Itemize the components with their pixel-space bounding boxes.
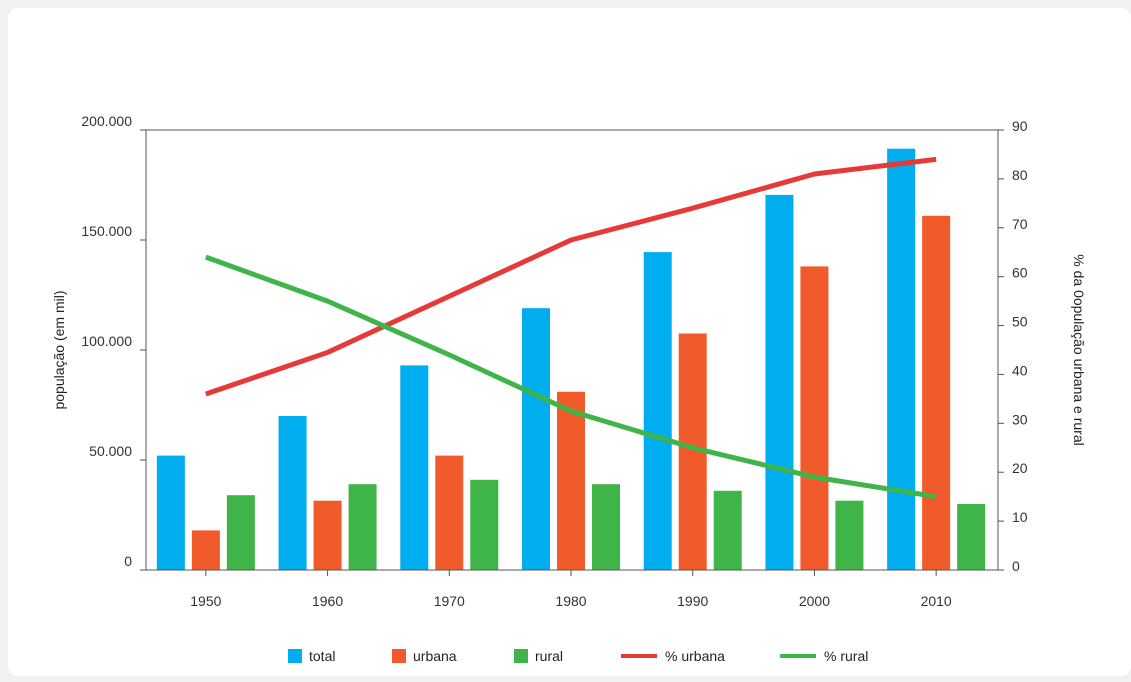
bar-total-2000: [765, 194, 794, 570]
bar-total-1990: [643, 252, 672, 570]
y-tick-label: 0: [124, 553, 132, 569]
bar-rural-1980: [592, 484, 620, 570]
legend-label: % rural: [824, 648, 868, 664]
legend-label: total: [309, 648, 335, 664]
y2-tick-label: 40: [1012, 362, 1028, 378]
x-tick-label: 1970: [434, 593, 465, 609]
x-tick-label: 1980: [555, 593, 586, 609]
bar-urbana-2000: [800, 266, 829, 570]
legend-label: % urbana: [665, 648, 725, 664]
bar-rural-1960: [348, 484, 377, 570]
y2-tick-label: 90: [1012, 118, 1028, 134]
y-tick-label: 50.000: [89, 443, 132, 459]
bar-total-1980: [522, 308, 550, 570]
x-tick-label: 2010: [921, 593, 952, 609]
y-tick-label: 200.000: [81, 113, 132, 129]
bar-urbana-1970: [435, 455, 464, 570]
line-rural: [205, 254, 937, 500]
bar-total-1950: [156, 455, 185, 570]
line-urbana: [205, 156, 937, 397]
bar-total-1960: [278, 416, 307, 570]
bar-rural-2000: [835, 500, 864, 570]
y2-tick-label: 80: [1012, 167, 1028, 183]
y2-tick-label: 60: [1012, 265, 1028, 281]
bar-rural-1950: [226, 495, 255, 570]
axes-layer: 0 50.000 100.000 150.000 200.000 0 10 20 30 40 50 6…: [81, 113, 1027, 609]
legend-swatch-rural: [514, 649, 528, 663]
bar-rural-1970: [470, 479, 499, 570]
legend-label: urbana: [413, 648, 457, 664]
x-tick-label: 1960: [312, 593, 343, 609]
bar-total-1970: [400, 365, 429, 570]
y2-tick-label: 30: [1012, 411, 1028, 427]
y2-tick-label: 20: [1012, 460, 1028, 476]
bar-urbana-1960: [313, 500, 342, 570]
bar-total-2010: [887, 148, 916, 570]
legend: total urbana rural % urbana % rural: [288, 648, 868, 664]
lines-layer: [205, 156, 937, 500]
legend-swatch-urbana: [392, 649, 406, 663]
bar-urbana-1980: [557, 391, 585, 570]
bar-urbana-2010: [922, 215, 951, 571]
y2-tick-label: 10: [1012, 509, 1028, 525]
y2-tick-label: 50: [1012, 314, 1028, 330]
y-axis-label: população (em mil): [51, 290, 67, 409]
bar-urbana-1950: [191, 530, 220, 570]
y2-tick-label: 70: [1012, 216, 1028, 232]
y-tick-label: 150.000: [81, 223, 132, 239]
x-tick-label: 2000: [799, 593, 830, 609]
bar-rural-1990: [713, 490, 742, 570]
bar-rural-2010: [957, 504, 986, 570]
bars-layer: [156, 148, 986, 571]
x-tick-label: 1990: [677, 593, 708, 609]
y2-tick-label: 0: [1012, 558, 1020, 574]
y2-axis-label: % da 0opulação urbana e rural: [1071, 254, 1087, 445]
x-tick-label: 1950: [190, 593, 221, 609]
y-tick-label: 100.000: [81, 333, 132, 349]
legend-swatch-total: [288, 649, 302, 663]
legend-label: rural: [535, 648, 563, 664]
